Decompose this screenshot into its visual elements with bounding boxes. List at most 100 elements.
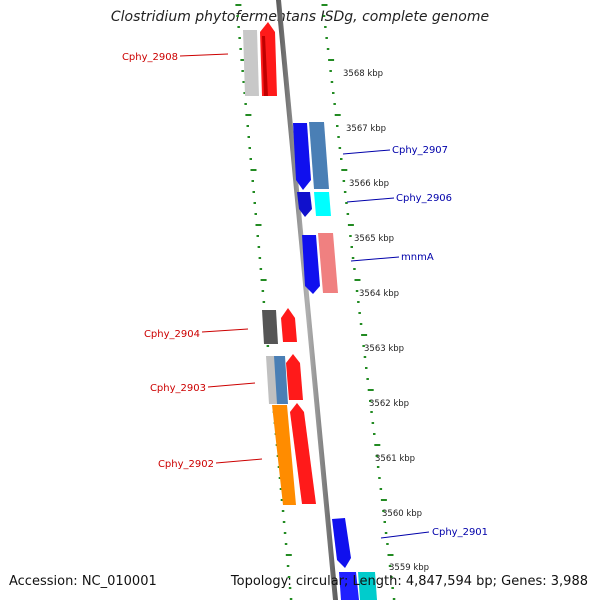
right-ring-dot	[345, 202, 348, 204]
left-ring-dot	[235, 4, 242, 6]
right-ring-dot	[388, 565, 392, 567]
right-ring-dot	[354, 279, 361, 281]
right-ring-dot	[340, 158, 343, 160]
left-ring-dot	[254, 213, 257, 215]
bottom-feature-b[interactable]	[358, 572, 377, 600]
cphy-2908-shadow	[262, 36, 268, 96]
left-ring-dot	[288, 587, 292, 589]
cphy-2903-leader	[207, 382, 256, 388]
left-ring-dot	[285, 554, 292, 556]
left-ring-dot	[283, 532, 287, 534]
tick-3568: 3568 kbp	[343, 69, 383, 79]
cphy-2901-label[interactable]: Cphy_2901	[432, 527, 488, 538]
left-ring-dot	[245, 114, 252, 116]
cphy-2904-leader	[201, 328, 249, 333]
left-ring-dot	[287, 576, 291, 578]
right-ring-dot	[333, 103, 336, 105]
left-ring-dot	[279, 488, 283, 490]
right-ring-dot	[383, 521, 386, 523]
tick-3567: 3567 kbp	[346, 124, 386, 134]
right-ring-dot	[390, 576, 393, 578]
right-ring-dot	[334, 114, 341, 116]
right-ring-dot	[347, 224, 354, 226]
left-ring-dot	[259, 268, 263, 270]
left-ring-dot	[251, 180, 254, 182]
left-ring-dot	[253, 202, 256, 204]
right-ring-dot	[358, 312, 361, 314]
right-ring-dot	[330, 81, 334, 83]
bottom-feature-a[interactable]	[339, 572, 359, 600]
mnma-label[interactable]: mnmA	[401, 252, 434, 263]
cphy-2908-label[interactable]: Cphy_2908	[122, 52, 178, 63]
tick-3563: 3563 kbp	[364, 344, 404, 354]
left-ring-dot	[256, 235, 259, 237]
left-ring-dot	[282, 521, 286, 523]
cphy-2908-leader	[179, 53, 229, 57]
left-ring-dot	[238, 37, 241, 39]
right-ring-dot	[367, 389, 374, 391]
right-ring-dot	[370, 411, 373, 413]
cphy-2904-label[interactable]: Cphy_2904	[144, 329, 200, 340]
right-ring-dot	[374, 444, 381, 446]
right-ring-dot	[322, 15, 326, 17]
cphy-2907-feature[interactable]	[293, 123, 311, 190]
cphy-2906-feature[interactable]	[297, 192, 312, 217]
left-ring-dot	[249, 158, 252, 160]
right-ring-dot	[384, 532, 388, 534]
right-ring-dot	[357, 301, 360, 303]
right-ring-dot	[366, 378, 369, 380]
genome-backbone	[276, 0, 338, 600]
cphy-2906-leader	[346, 197, 395, 203]
left-ring-dot	[252, 191, 255, 193]
left-ring-dot	[260, 279, 267, 281]
cphy-2902-label[interactable]: Cphy_2902	[158, 459, 214, 470]
gene-labels: Cphy_2908 Cphy_2907 Cphy_2906 mnmA Cphy_…	[122, 52, 488, 538]
cphy-2903-label[interactable]: Cphy_2903	[150, 383, 206, 394]
tick-3566: 3566 kbp	[349, 179, 389, 189]
cphy-2906-label[interactable]: Cphy_2906	[396, 193, 452, 204]
cphy-2904-context-block[interactable]	[262, 310, 278, 344]
mnma-feature[interactable]	[302, 235, 320, 294]
cphy-2904-feature[interactable]	[281, 308, 297, 342]
right-ring-dot	[343, 191, 347, 193]
cphy-2902-context-block[interactable]	[272, 405, 296, 505]
tick-3560: 3560 kbp	[382, 509, 422, 519]
cphy-2903-feature[interactable]	[286, 354, 303, 400]
right-ring-dot	[363, 356, 367, 358]
cphy-2903-context-block-2[interactable]	[274, 356, 288, 404]
cphy-2907-label[interactable]: Cphy_2907	[392, 145, 448, 156]
mnma-leader	[350, 256, 400, 262]
right-ring-dot	[328, 59, 335, 61]
right-ring-dot	[361, 334, 368, 336]
cphy-2906-context-block[interactable]	[314, 192, 331, 216]
gene-leader-lines	[179, 53, 430, 539]
left-ring-dot	[278, 477, 282, 479]
left-ring-dot	[257, 246, 261, 248]
cphy-2902-feature[interactable]	[290, 403, 316, 504]
right-ring-dot	[355, 290, 359, 292]
left-ring-dot	[261, 290, 265, 292]
left-ring-dot	[281, 510, 285, 512]
cphy-2901-leader	[380, 531, 430, 539]
left-ring-dot	[289, 598, 293, 600]
left-ring-dot	[286, 565, 290, 567]
cphy-2908-context-block[interactable]	[243, 30, 259, 96]
topology-label: Topology: circular; Length: 4,847,594 bp…	[230, 574, 588, 589]
cphy-2907-context-block[interactable]	[309, 122, 329, 189]
right-ring-dot	[351, 257, 355, 259]
tick-3565: 3565 kbp	[354, 234, 394, 244]
mnma-context-block[interactable]	[318, 233, 338, 293]
right-ring-dot	[336, 125, 339, 127]
left-ring-dot	[241, 70, 244, 72]
left-ring-dot	[247, 136, 250, 138]
tick-3564: 3564 kbp	[359, 289, 399, 299]
cphy-2908-feature[interactable]	[260, 22, 277, 96]
right-ring-dot	[382, 510, 385, 512]
right-ring-dot	[386, 543, 389, 545]
right-ring-dot	[392, 598, 396, 600]
cphy-2901-feature[interactable]	[332, 518, 351, 568]
right-ring-dot	[346, 213, 350, 215]
right-ring-dot	[332, 92, 335, 94]
left-ring-dot	[243, 92, 246, 94]
